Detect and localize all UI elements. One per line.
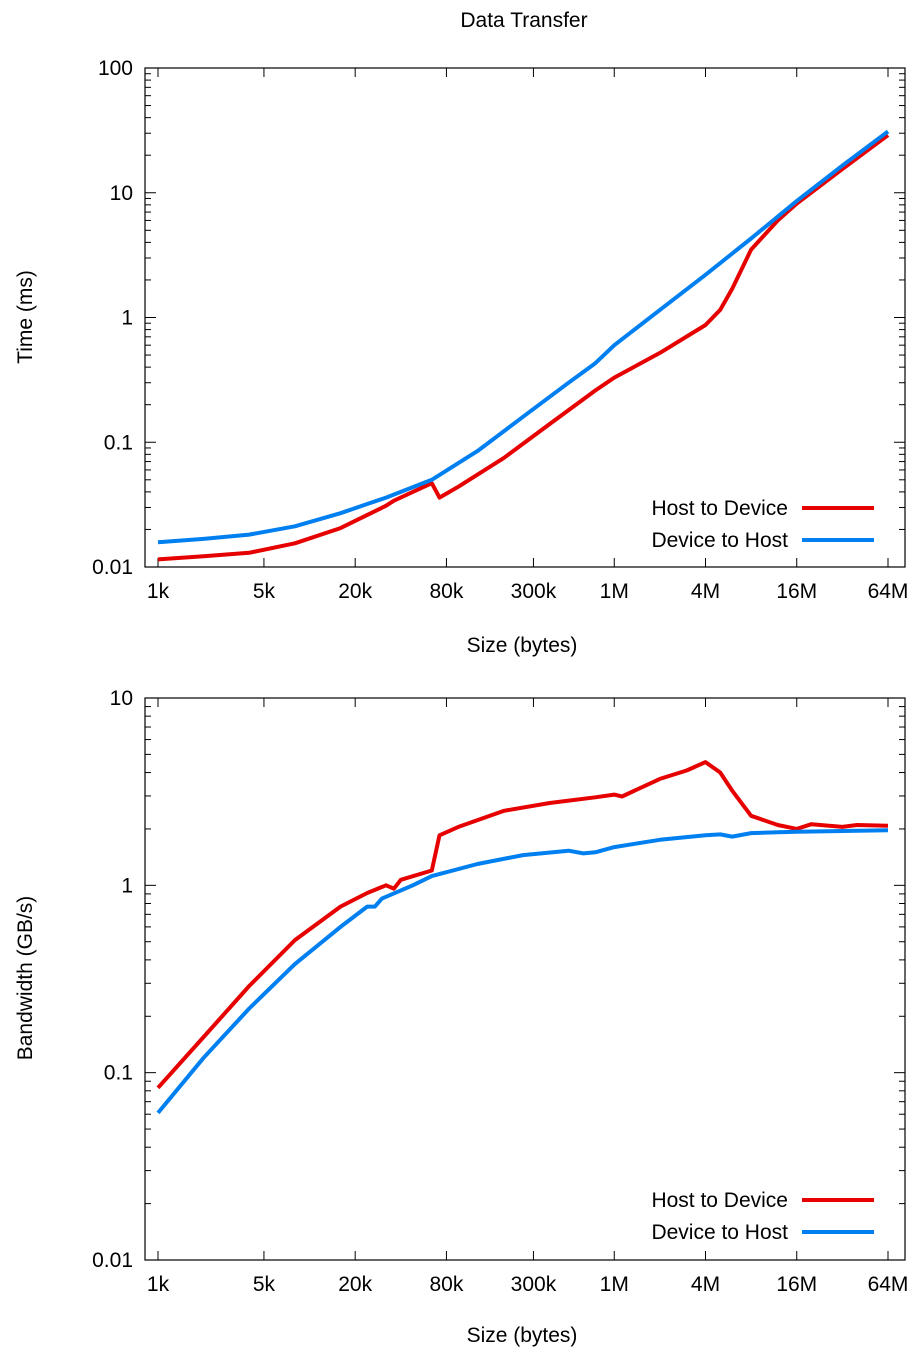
time-chart-x-axis-label: Size (bytes) (467, 634, 578, 657)
time-chart-x-tick-label: 300k (511, 580, 557, 603)
time-chart-frame (144, 67, 906, 568)
bandwidth-chart-x-tick-label: 4M (691, 1273, 720, 1296)
time-chart-legend: Host to Device Device to Host (651, 497, 874, 552)
time-chart-y-tick-label: 100 (98, 57, 133, 80)
time-chart-y-axis-label: Time (ms) (14, 270, 37, 364)
time-chart-ticks: 1k 5k 20k 80k 300k 1M 4M 16M 64M 0.01 0.1 1 10 100 (92, 57, 908, 603)
figure-title: Data Transfer (460, 9, 587, 32)
bandwidth-chart-x-tick-label: 20k (338, 1273, 372, 1296)
time-chart-y-tick-label: 0.01 (92, 556, 133, 579)
time-chart-x-tick-label: 16M (776, 580, 817, 603)
bandwidth-chart: 1k 5k 20k 80k 300k 1M 4M 16M 64M 0.01 0.1 1 10 Size … (14, 687, 908, 1347)
time-chart-series-host-to-device (157, 133, 890, 562)
time-chart-x-tick-label: 5k (253, 580, 276, 603)
time-chart-x-tick-label: 1M (600, 580, 629, 603)
time-chart-y-tick-label: 1 (121, 307, 133, 330)
time-chart-x-tick-label: 20k (338, 580, 372, 603)
bandwidth-chart-ticks: 1k 5k 20k 80k 300k 1M 4M 16M 64M 0.01 0.1 1 10 (92, 687, 908, 1296)
bandwidth-chart-x-tick-label: 1M (600, 1273, 629, 1296)
time-chart: 1k 5k 20k 80k 300k 1M 4M 16M 64M 0.01 0.1 1 10 100 Si… (14, 57, 908, 657)
time-chart-y-tick-label: 10 (110, 182, 133, 205)
bandwidth-chart-x-axis-label: Size (bytes) (467, 1324, 578, 1347)
bandwidth-chart-y-tick-label: 0.1 (104, 1062, 133, 1085)
bandwidth-chart-x-tick-label: 64M (868, 1273, 909, 1296)
bandwidth-chart-series (156, 760, 889, 1115)
bandwidth-chart-legend: Host to Device Device to Host (651, 1189, 874, 1244)
time-chart-x-tick-label: 64M (868, 580, 909, 603)
time-chart-x-tick-label: 1k (147, 580, 170, 603)
bandwidth-chart-x-tick-label: 300k (511, 1273, 557, 1296)
bandwidth-chart-y-tick-label: 10 (110, 687, 133, 710)
bandwidth-chart-series-device-to-host (156, 828, 889, 1115)
time-chart-legend-label-host-to-device: Host to Device (651, 497, 788, 520)
time-chart-legend-label-device-to-host: Device to Host (651, 529, 788, 552)
bandwidth-chart-x-tick-label: 16M (776, 1273, 817, 1296)
bandwidth-chart-series-host-to-device (156, 760, 889, 1090)
bandwidth-chart-x-tick-label: 1k (147, 1273, 170, 1296)
time-chart-series-device-to-host (157, 129, 890, 545)
time-chart-y-tick-label: 0.1 (104, 431, 133, 454)
bandwidth-chart-y-tick-label: 1 (121, 874, 133, 897)
bandwidth-chart-legend-label-host-to-device: Host to Device (651, 1189, 788, 1212)
time-chart-x-tick-label: 4M (691, 580, 720, 603)
bandwidth-chart-x-tick-label: 80k (430, 1273, 464, 1296)
bandwidth-chart-x-tick-label: 5k (253, 1273, 276, 1296)
bandwidth-chart-frame (144, 697, 906, 1261)
time-chart-x-tick-label: 80k (430, 580, 464, 603)
time-chart-series (157, 129, 890, 562)
time-chart-axes (144, 67, 906, 568)
bandwidth-chart-legend-label-device-to-host: Device to Host (651, 1221, 788, 1244)
bandwidth-chart-y-axis-label: Bandwidth (GB/s) (14, 896, 37, 1061)
bandwidth-chart-y-tick-label: 0.01 (92, 1249, 133, 1272)
bandwidth-chart-axes (144, 697, 906, 1261)
